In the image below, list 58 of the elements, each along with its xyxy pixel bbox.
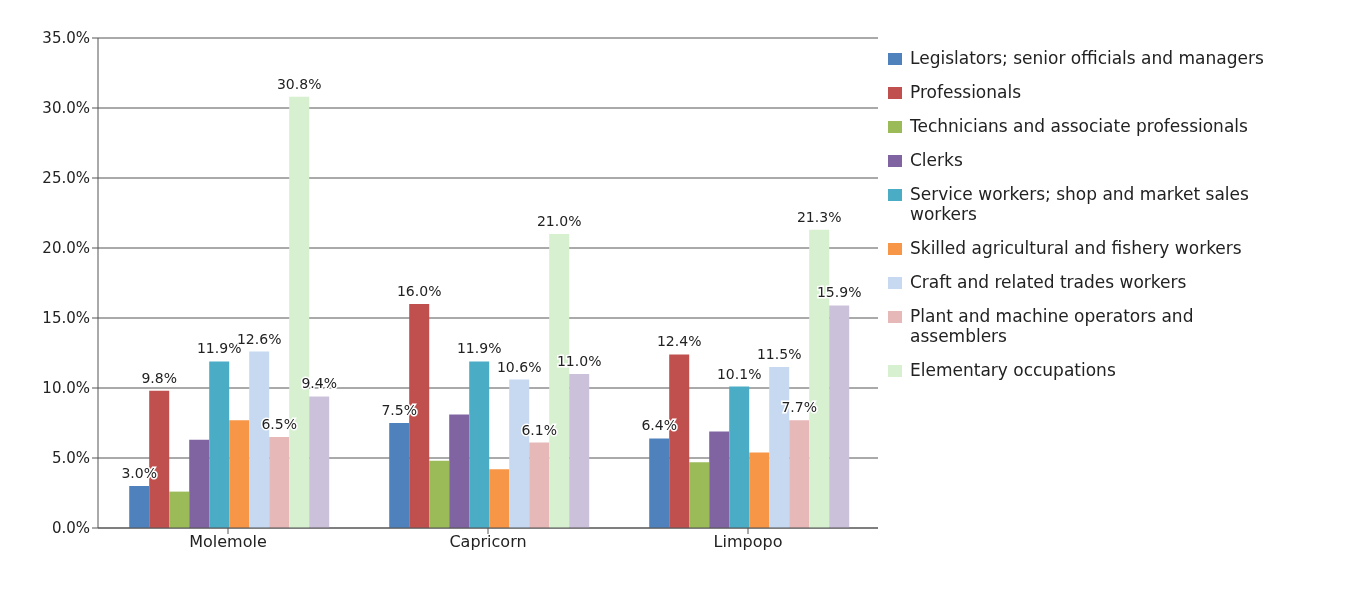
data-label: 21.0% — [536, 213, 582, 229]
bar — [649, 438, 670, 528]
bar — [269, 437, 290, 528]
data-label: 12.4% — [656, 333, 702, 350]
y-tick-label: 35.0% — [42, 29, 90, 48]
legend-label: Craft and related trades workers — [910, 272, 1187, 292]
legend-label: Legislators; senior officials and managers — [910, 48, 1264, 68]
data-label: 11.5% — [756, 346, 802, 362]
x-tick-label: Limpopo — [713, 532, 783, 552]
bar — [489, 469, 510, 528]
data-label: 6.5% — [261, 416, 297, 432]
y-tick-label: 5.0% — [51, 449, 90, 468]
legend-label: Clerks — [910, 150, 963, 170]
bar — [429, 460, 450, 528]
data-label: 12.6% — [236, 330, 282, 347]
y-tick-label: 15.0% — [42, 309, 90, 328]
legend-label: Plant and machine operators and assemblers — [910, 306, 1195, 346]
legend-label: Skilled agricultural and fishery workers — [910, 238, 1242, 258]
x-tick-label: Capricorn — [449, 532, 527, 552]
y-tick-label: 10.0% — [42, 379, 90, 398]
bar — [169, 491, 190, 528]
bar — [689, 462, 710, 528]
y-tick-label: 30.0% — [42, 99, 90, 118]
bar — [729, 386, 750, 528]
bar — [709, 431, 730, 528]
data-label: 6.1% — [521, 421, 557, 438]
data-label: 11.0% — [556, 353, 602, 369]
y-tick-label: 25.0% — [42, 169, 90, 188]
data-label: 9.4% — [301, 375, 337, 392]
data-label: 10.1% — [716, 365, 762, 382]
data-label: 7.7% — [781, 399, 817, 416]
legend-label: Service workers; shop and market sales workers — [910, 184, 1250, 224]
bar — [209, 361, 230, 528]
data-label: 15.9% — [816, 284, 862, 301]
bar — [829, 305, 850, 528]
bar — [229, 420, 250, 528]
bar — [469, 361, 490, 528]
bar — [189, 439, 210, 528]
y-tick-label: 20.0% — [42, 239, 90, 258]
bar — [529, 442, 550, 528]
x-tick-label: Molemole — [189, 532, 267, 552]
data-label: 11.9% — [456, 340, 502, 357]
legend-label: Elementary occupations — [910, 360, 1116, 380]
bar — [309, 396, 330, 528]
bar — [569, 374, 590, 528]
bar — [389, 423, 410, 528]
bar — [129, 486, 150, 528]
bar — [449, 414, 470, 528]
data-label: 9.8% — [141, 369, 177, 386]
data-label: 10.6% — [496, 358, 542, 375]
bar — [749, 452, 770, 528]
legend-label: Technicians and associate professionals — [910, 116, 1248, 136]
data-label: 21.3% — [796, 208, 842, 225]
y-tick-label: 0.0% — [51, 519, 90, 538]
data-label: 30.8% — [276, 75, 322, 92]
data-label: 16.0% — [396, 283, 442, 299]
legend-label: Professionals — [910, 82, 1022, 102]
bar — [789, 420, 810, 528]
